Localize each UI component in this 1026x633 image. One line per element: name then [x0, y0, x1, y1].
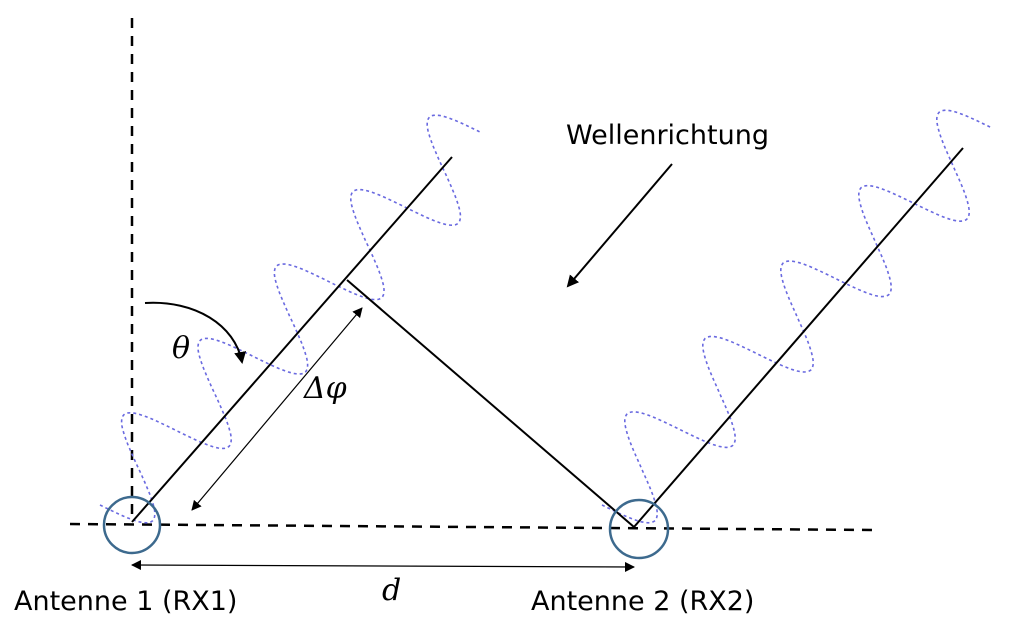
distance-label: d: [382, 573, 401, 608]
wave-direction-label: Wellenrichtung: [566, 120, 769, 151]
wavefront-perpendicular: [346, 279, 635, 528]
antenna-2-circle: [608, 498, 670, 560]
antenna-2-label: Antenne 2 (RX2): [531, 586, 754, 617]
delta-phi-label: Δφ: [303, 371, 347, 406]
wave-right: [601, 109, 993, 524]
antenna-1-circle: [102, 495, 162, 555]
wave-left: [99, 114, 483, 524]
wave-axis-right: [633, 147, 964, 528]
delta-phi-arrow: [191, 307, 363, 511]
theta-label: θ: [172, 331, 190, 366]
distance-arrow: [131, 560, 635, 572]
wave-direction-arrow: [566, 163, 673, 288]
antenna-1-label: Antenne 1 (RX1): [14, 586, 237, 617]
theta-arrow: [144, 301, 247, 364]
baseline: [69, 522, 876, 532]
